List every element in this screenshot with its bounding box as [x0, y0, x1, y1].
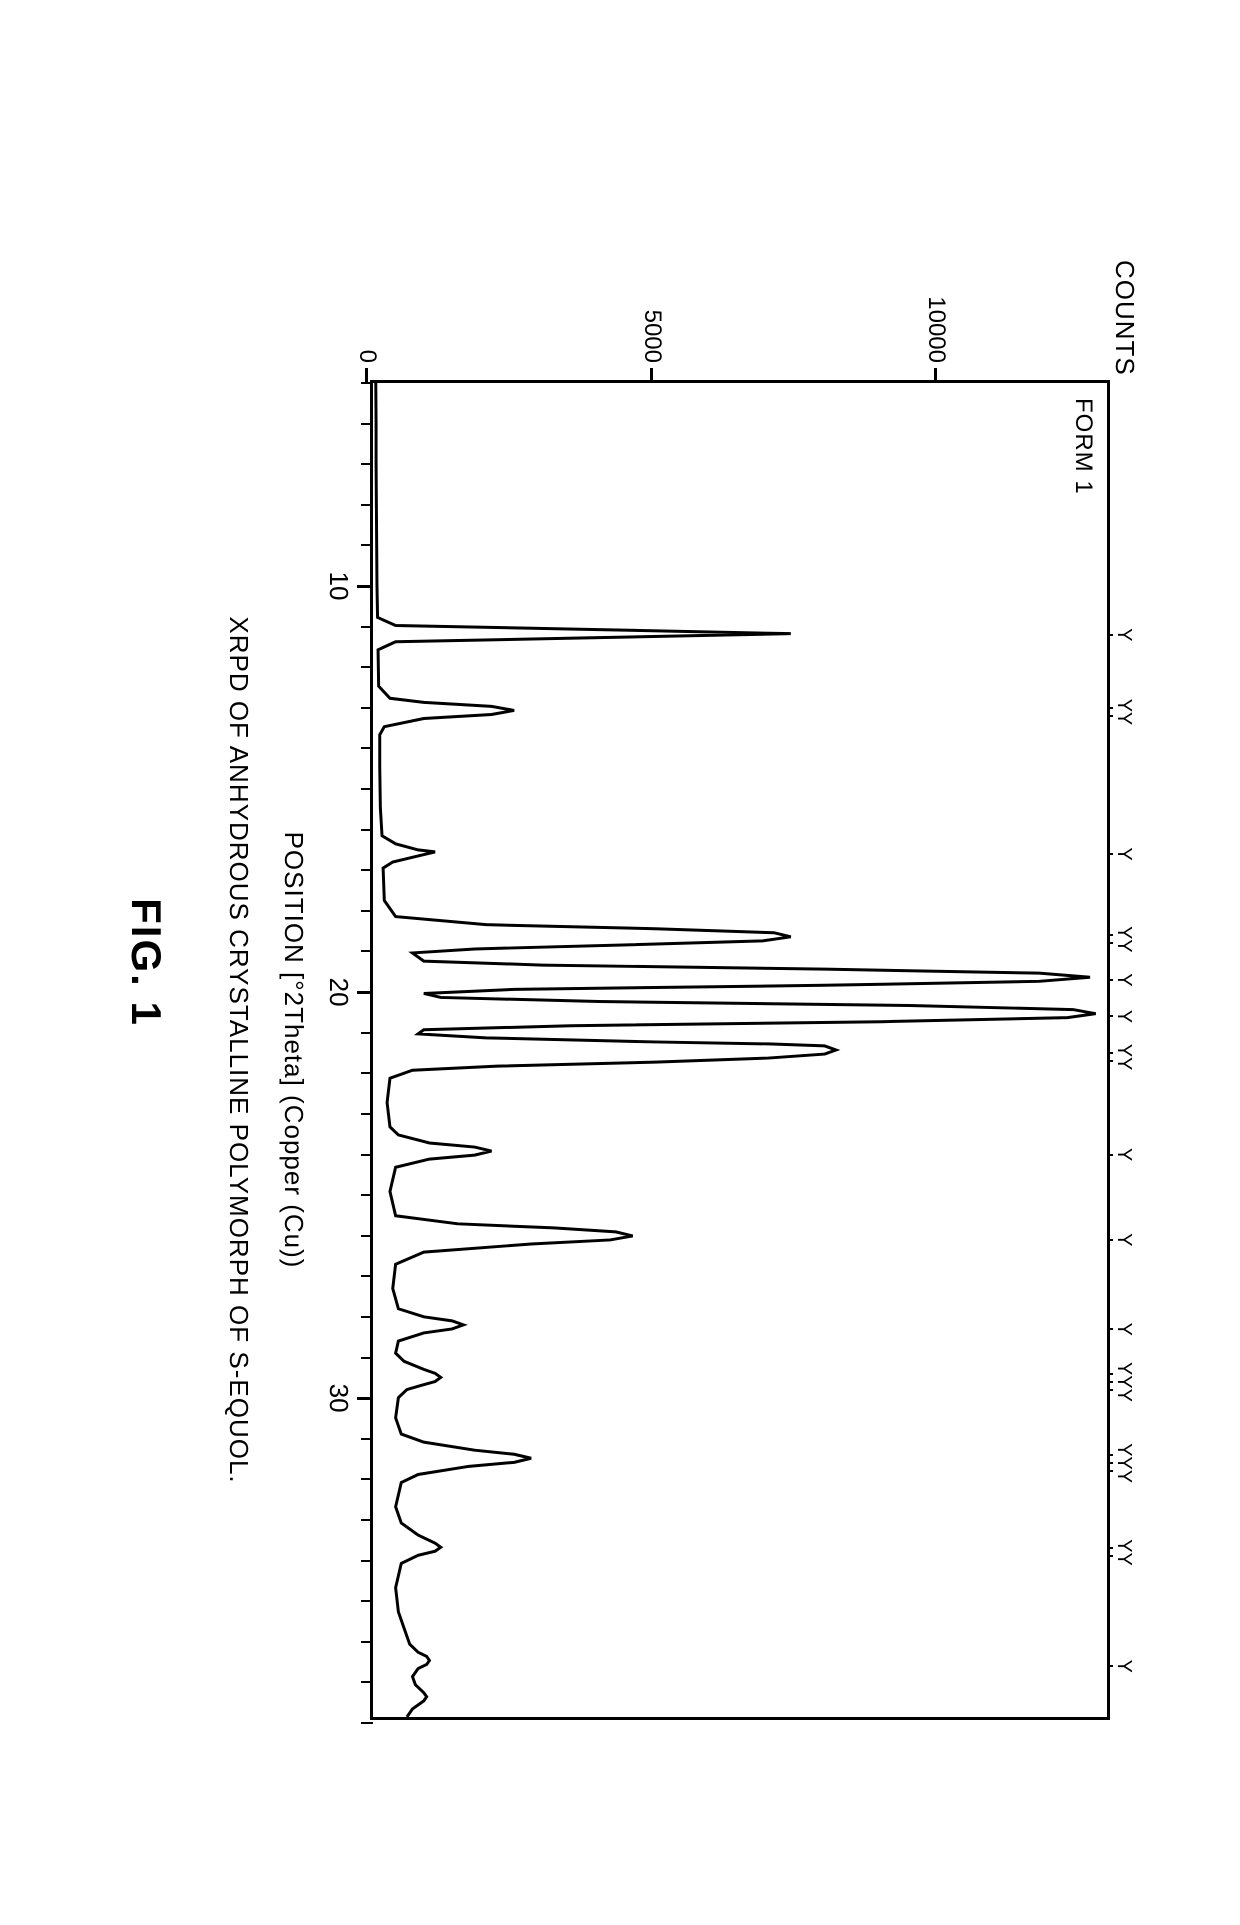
- x-tick-minor: [361, 1357, 373, 1359]
- x-tick-minor: [361, 950, 373, 952]
- peak-marker: Y: [1112, 1659, 1135, 1672]
- x-tick-minor: [361, 666, 373, 668]
- peak-marker-tick: [1107, 1555, 1113, 1557]
- x-tick-minor: [361, 1438, 373, 1440]
- x-tick-minor: [361, 1032, 373, 1034]
- x-tick-minor: [361, 1478, 373, 1480]
- peak-marker-tick: [1107, 1328, 1113, 1330]
- peak-marker-tick: [1107, 634, 1113, 636]
- peak-marker-tick: [1107, 1052, 1113, 1054]
- peak-marker: Y: [1112, 628, 1135, 641]
- x-tick-label: 30: [323, 1384, 354, 1413]
- x-tick-minor: [361, 747, 373, 749]
- peak-marker: YYY: [1112, 1443, 1135, 1483]
- y-tick-label: 0: [353, 273, 381, 363]
- peak-marker-tick: [1107, 1547, 1113, 1549]
- x-tick-minor: [361, 1600, 373, 1602]
- peak-marker-tick: [1107, 1381, 1113, 1383]
- peak-marker-tick: [1107, 715, 1113, 717]
- peak-marker-tick: [1107, 1239, 1113, 1241]
- y-tick-label: 10000: [922, 273, 950, 363]
- x-tick-minor: [361, 1154, 373, 1156]
- peak-marker-tick: [1107, 942, 1113, 944]
- peak-marker: Y: [1112, 973, 1135, 986]
- peak-marker-tick: [1107, 1060, 1113, 1062]
- peak-marker-tick: [1107, 1389, 1113, 1391]
- x-tick-minor: [361, 707, 373, 709]
- peak-marker: YY: [1112, 1539, 1135, 1566]
- peak-marker-tick: [1107, 1470, 1113, 1472]
- peak-marker: YY: [1112, 699, 1135, 726]
- peak-marker-tick: [1107, 1454, 1113, 1456]
- peak-marker-tick: [1107, 934, 1113, 936]
- x-tick-minor: [361, 1560, 373, 1562]
- x-tick-minor: [361, 1316, 373, 1318]
- x-tick-label: 20: [323, 978, 354, 1007]
- y-tick: [934, 368, 937, 383]
- plot-area: FORM 1 YYYYYYYYYYYYYYYYYYYYYY 0500010000…: [370, 380, 1110, 1720]
- x-tick-minor: [361, 829, 373, 831]
- x-tick-minor: [361, 1681, 373, 1683]
- x-tick-minor: [361, 382, 373, 384]
- x-tick-minor: [361, 423, 373, 425]
- peak-marker: Y: [1112, 1010, 1135, 1023]
- x-tick-minor: [361, 463, 373, 465]
- x-tick-minor: [361, 1235, 373, 1237]
- x-tick-minor: [361, 869, 373, 871]
- x-tick-minor: [361, 1722, 373, 1724]
- x-tick-major: [357, 991, 373, 994]
- x-tick-minor: [361, 1113, 373, 1115]
- x-tick-minor: [361, 626, 373, 628]
- peak-marker: Y: [1112, 1148, 1135, 1161]
- peak-marker-tick: [1107, 979, 1113, 981]
- x-tick-minor: [361, 1275, 373, 1277]
- peak-marker-tick: [1107, 853, 1113, 855]
- x-tick-minor: [361, 1194, 373, 1196]
- y-tick: [365, 368, 368, 383]
- rotated-page: COUNTS FORM 1 YYYYYYYYYYYYYYYYYYYYYY 050…: [0, 0, 1240, 1925]
- y-axis-title: COUNTS: [1109, 260, 1140, 376]
- peak-marker: Y: [1112, 1322, 1135, 1335]
- x-tick-minor: [361, 544, 373, 546]
- x-tick-minor: [361, 1519, 373, 1521]
- peak-marker: Y: [1112, 847, 1135, 860]
- x-tick-major: [357, 585, 373, 588]
- xrpd-curve: [373, 383, 1107, 1717]
- x-tick-minor: [361, 1072, 373, 1074]
- x-tick-minor: [361, 504, 373, 506]
- peak-marker: YYY: [1112, 1362, 1135, 1402]
- peak-marker: YY: [1112, 1044, 1135, 1071]
- x-axis-title: POSITION [°2Theta] (Copper (Cu)): [278, 832, 309, 1269]
- peak-marker-tick: [1107, 707, 1113, 709]
- x-tick-minor: [361, 788, 373, 790]
- peak-marker-tick: [1107, 1462, 1113, 1464]
- x-tick-minor: [361, 910, 373, 912]
- x-tick-label: 10: [323, 572, 354, 601]
- figure-caption: XRPD OF ANHYDROUS CRYSTALLINE POLYMORPH …: [223, 616, 254, 1483]
- x-tick-minor: [361, 1641, 373, 1643]
- peak-marker: Y: [1112, 1233, 1135, 1246]
- peak-marker: YY: [1112, 926, 1135, 953]
- x-tick-major: [357, 1397, 373, 1400]
- peak-marker-tick: [1107, 1015, 1113, 1017]
- peak-marker-tick: [1107, 1665, 1113, 1667]
- xrpd-chart: COUNTS FORM 1 YYYYYYYYYYYYYYYYYYYYYY 050…: [290, 260, 1110, 1740]
- peak-marker-tick: [1107, 1154, 1113, 1156]
- peak-marker-tick: [1107, 1373, 1113, 1375]
- y-tick: [650, 368, 653, 383]
- y-tick-label: 5000: [638, 273, 666, 363]
- figure-number: FIG. 1: [122, 898, 170, 1027]
